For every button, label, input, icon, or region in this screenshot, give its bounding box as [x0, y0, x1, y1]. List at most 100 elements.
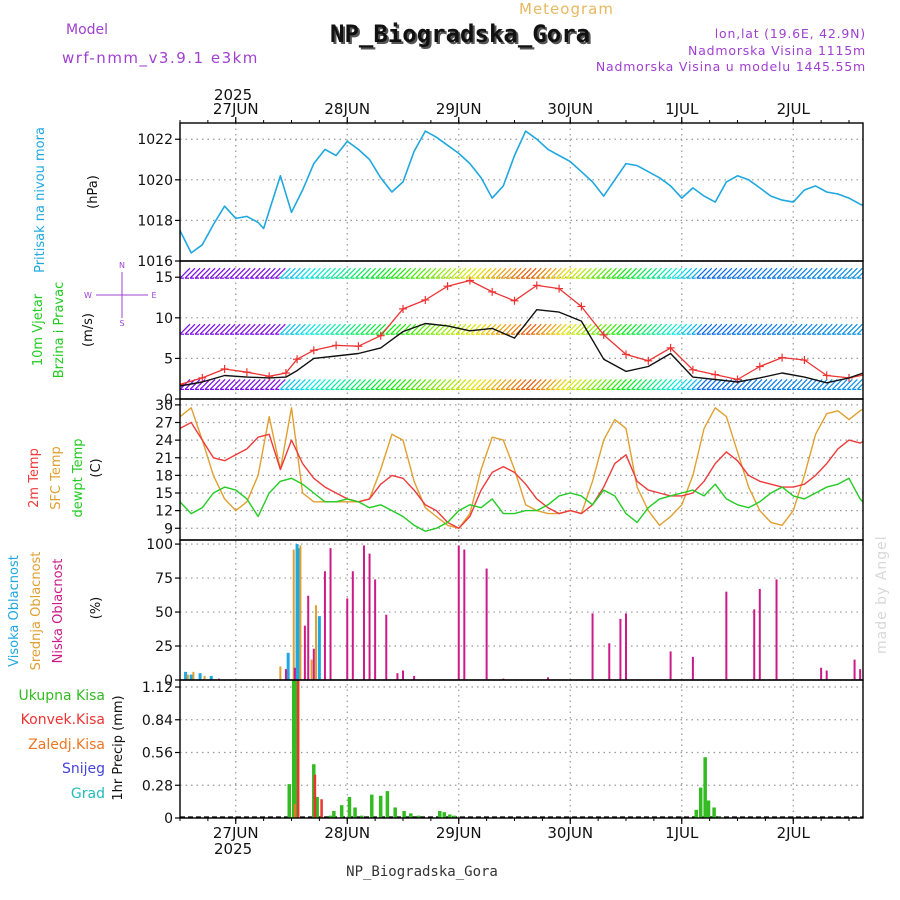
wind-barb: [269, 378, 281, 390]
wind-barb: [219, 267, 231, 279]
cloud-bar-0: [296, 548, 300, 680]
wind-barb: [435, 378, 447, 390]
wind-barb: [360, 267, 372, 279]
cloud-bar-2: [753, 609, 756, 680]
wind-barb: [335, 267, 346, 279]
precip-panel: [180, 680, 863, 818]
cloud-bar-2: [312, 648, 315, 680]
wind-barb: [450, 323, 462, 335]
wind-barb: [646, 323, 658, 335]
wind-barb: [841, 378, 853, 390]
wind-barb: [686, 267, 698, 279]
wind-barb: [510, 323, 522, 335]
wind-barb: [771, 267, 783, 279]
wind-barb: [751, 378, 763, 390]
wind-barb: [861, 387, 863, 390]
wind-barb: [274, 323, 286, 335]
wind-speed-line: [180, 309, 863, 387]
wind-barb: [305, 323, 316, 335]
wind-barb: [520, 267, 532, 279]
wind-barb: [656, 378, 668, 390]
pressure-panel: [180, 130, 863, 254]
pressure-series-line: [180, 130, 863, 254]
wind-barb: [264, 378, 276, 390]
wind-barb: [320, 323, 331, 335]
wind-barb: [781, 323, 793, 335]
wind-barb: [279, 378, 291, 390]
ytick-label-pressure: 1020: [137, 173, 173, 189]
wind-barb: [470, 267, 482, 279]
wind-barb: [646, 378, 658, 390]
wind-barb: [455, 378, 467, 390]
wind-barb: [701, 267, 713, 279]
dewpt-line: [180, 477, 863, 532]
wind-barb: [385, 267, 397, 279]
wind-barb: [310, 323, 321, 335]
wind-barb: [686, 378, 698, 390]
cloud-bar-0: [184, 671, 188, 680]
precip-bar-1: [320, 799, 323, 818]
wind-barb: [796, 323, 808, 335]
wind-barb: [294, 323, 306, 335]
wind-barb: [189, 323, 201, 335]
wind-barb: [325, 323, 336, 335]
wind-barb: [611, 267, 622, 279]
wind-barb: [204, 267, 216, 279]
wind-barb: [189, 267, 201, 279]
cloud-bar-2: [463, 549, 466, 680]
cloud-bar-2: [402, 670, 404, 680]
wind-barb: [440, 267, 452, 279]
precip-bar-0: [393, 807, 397, 818]
model-label: Model: [66, 22, 108, 38]
wind-barb: [766, 323, 778, 335]
wind-barb: [606, 323, 617, 335]
wind-barb: [299, 378, 311, 390]
wind-barb: [224, 378, 236, 390]
wind-barb: [746, 323, 758, 335]
wind-barb: [315, 323, 326, 335]
precip-bar-0: [385, 791, 390, 818]
wind-barb: [305, 267, 316, 279]
dewpt-label: dewpt Temp: [71, 438, 86, 517]
wind-unit: (m/s): [81, 313, 96, 347]
day-label-bottom-28jun: 28JUN: [324, 824, 370, 842]
model-name: wrf-nmm_v3.9.1 e3km: [62, 49, 259, 68]
wind-barb: [310, 267, 321, 279]
wind-barb: [641, 378, 653, 390]
snijeg-label: Snijeg: [62, 761, 105, 777]
wind-barb: [591, 378, 602, 390]
wind-barb: [345, 323, 357, 335]
cloud-bar-2: [825, 670, 828, 680]
ytick-label-temp: 15: [155, 486, 173, 502]
wind-barb: [661, 323, 673, 335]
wind-barb: [335, 378, 346, 390]
wind-barb: [596, 378, 607, 390]
cloud-bar-2: [303, 625, 306, 680]
wind-barb: [385, 378, 397, 390]
wind-barb: [580, 267, 592, 279]
wind-barb: [631, 267, 642, 279]
wind-barb: [254, 378, 266, 390]
ytick-label-temp: 12: [155, 504, 173, 520]
wind-barb: [756, 323, 768, 335]
ytick-label-temp: 9: [164, 521, 173, 537]
wind-barb: [500, 267, 512, 279]
wind-barb: [415, 378, 427, 390]
wind-barb: [380, 267, 392, 279]
wind-barb: [284, 378, 296, 390]
wind-barb: [294, 378, 306, 390]
cloud-bar-0: [189, 674, 193, 680]
wind-barb: [244, 378, 256, 390]
cloud-bar-2: [608, 643, 611, 680]
wind-barb: [766, 267, 778, 279]
wind-barb: [796, 378, 808, 390]
wind-barb: [706, 323, 718, 335]
wind-barb: [199, 267, 211, 279]
wind-barb: [867, 268, 877, 278]
wind-barb: [540, 267, 552, 279]
cloud-bar-2: [396, 673, 399, 680]
wind-barb: [340, 323, 351, 335]
cloud-panel: [184, 544, 862, 680]
precip-bar-0: [694, 809, 698, 818]
wind-barb: [390, 267, 402, 279]
